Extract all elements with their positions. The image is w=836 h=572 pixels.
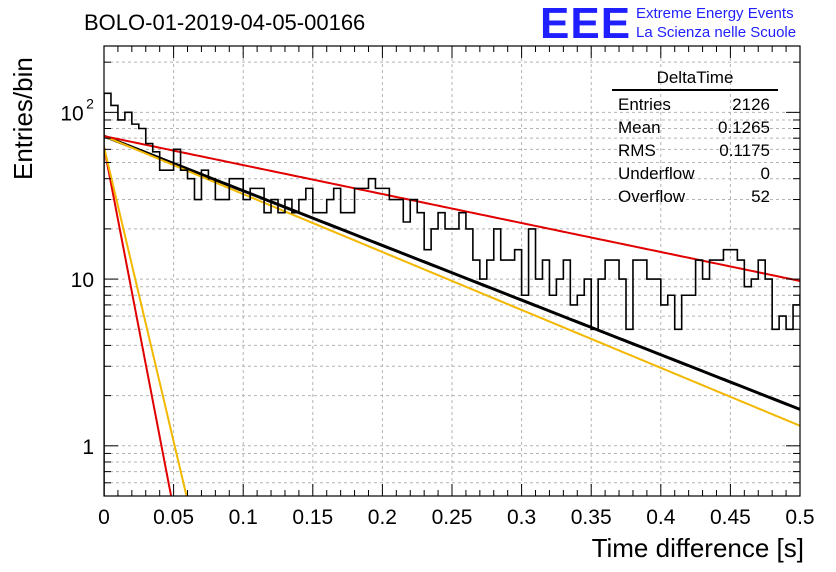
stats-label: Entries — [618, 95, 671, 114]
stats-label: Mean — [618, 118, 661, 137]
stats-label: Underflow — [618, 164, 695, 183]
x-tick-label: 0.4 — [646, 506, 676, 529]
stats-value: 52 — [751, 187, 770, 206]
y-tick-label-exponent: 2 — [86, 95, 94, 111]
x-tick-label: 0.5 — [785, 506, 814, 529]
stats-row-overflow: Overflow 52 — [612, 185, 778, 208]
logo-line-1: Extreme Energy Events — [636, 5, 794, 22]
x-tick-label: 0 — [98, 506, 110, 529]
x-tick-label: 0.35 — [571, 506, 612, 529]
fit-curve-2 — [104, 135, 800, 282]
fit-curves — [104, 134, 800, 496]
x-tick-label: 0.15 — [292, 506, 333, 529]
x-axis-label: Time difference [s] — [591, 533, 804, 563]
histogram-step — [104, 92, 800, 496]
y-axis-label: Entries/bin — [8, 57, 38, 180]
x-tick-label: 0.45 — [710, 506, 751, 529]
x-tick-label: 0.3 — [507, 506, 536, 529]
logo-text: Extreme Energy Events La Scienza nelle S… — [636, 4, 796, 42]
logo-line-2: La Scienza nelle Scuole — [636, 24, 797, 41]
fit-curve-3 — [104, 146, 173, 496]
eee-logo: EEE — [540, 0, 632, 48]
stats-value: 0.1175 — [719, 141, 770, 160]
stats-row-rms: RMS 0.1175 — [612, 139, 778, 162]
grid-lines — [104, 46, 800, 496]
y-tick-label: 1 — [82, 436, 94, 459]
chart-title: BOLO-01-2019-04-05-00166 — [84, 10, 366, 35]
fit-curve-4 — [104, 146, 188, 496]
y-tick-label: 10 — [71, 269, 94, 292]
stats-box: DeltaTime Entries 2126 Mean 0.1265 RMS 0… — [612, 68, 778, 208]
stats-label: Overflow — [618, 187, 686, 206]
stats-value: 0.1265 — [718, 118, 770, 137]
stats-value: 0 — [760, 164, 770, 183]
x-tick-label: 0.05 — [153, 506, 194, 529]
stats-label: RMS — [618, 141, 656, 160]
stats-row-entries: Entries 2126 — [612, 93, 778, 116]
stats-value: 2126 — [732, 95, 770, 114]
y-tick-label: 10 — [60, 102, 83, 125]
histogram-series — [104, 92, 800, 496]
stats-row-mean: Mean 0.1265 — [612, 116, 778, 139]
axes: 0 0.05 0.1 0.15 0.2 0.25 0.3 0.35 0.4 0.45 0.5 1 10 1… — [60, 45, 815, 529]
x-tick-label: 0.1 — [229, 506, 258, 529]
stats-row-underflow: Underflow 0 — [612, 162, 778, 185]
stats-title: DeltaTime — [612, 68, 778, 91]
x-tick-label: 0.25 — [432, 506, 473, 529]
fit-curve-1 — [104, 135, 800, 427]
x-tick-label: 0.2 — [368, 506, 397, 529]
fit-curve-0 — [104, 134, 800, 411]
